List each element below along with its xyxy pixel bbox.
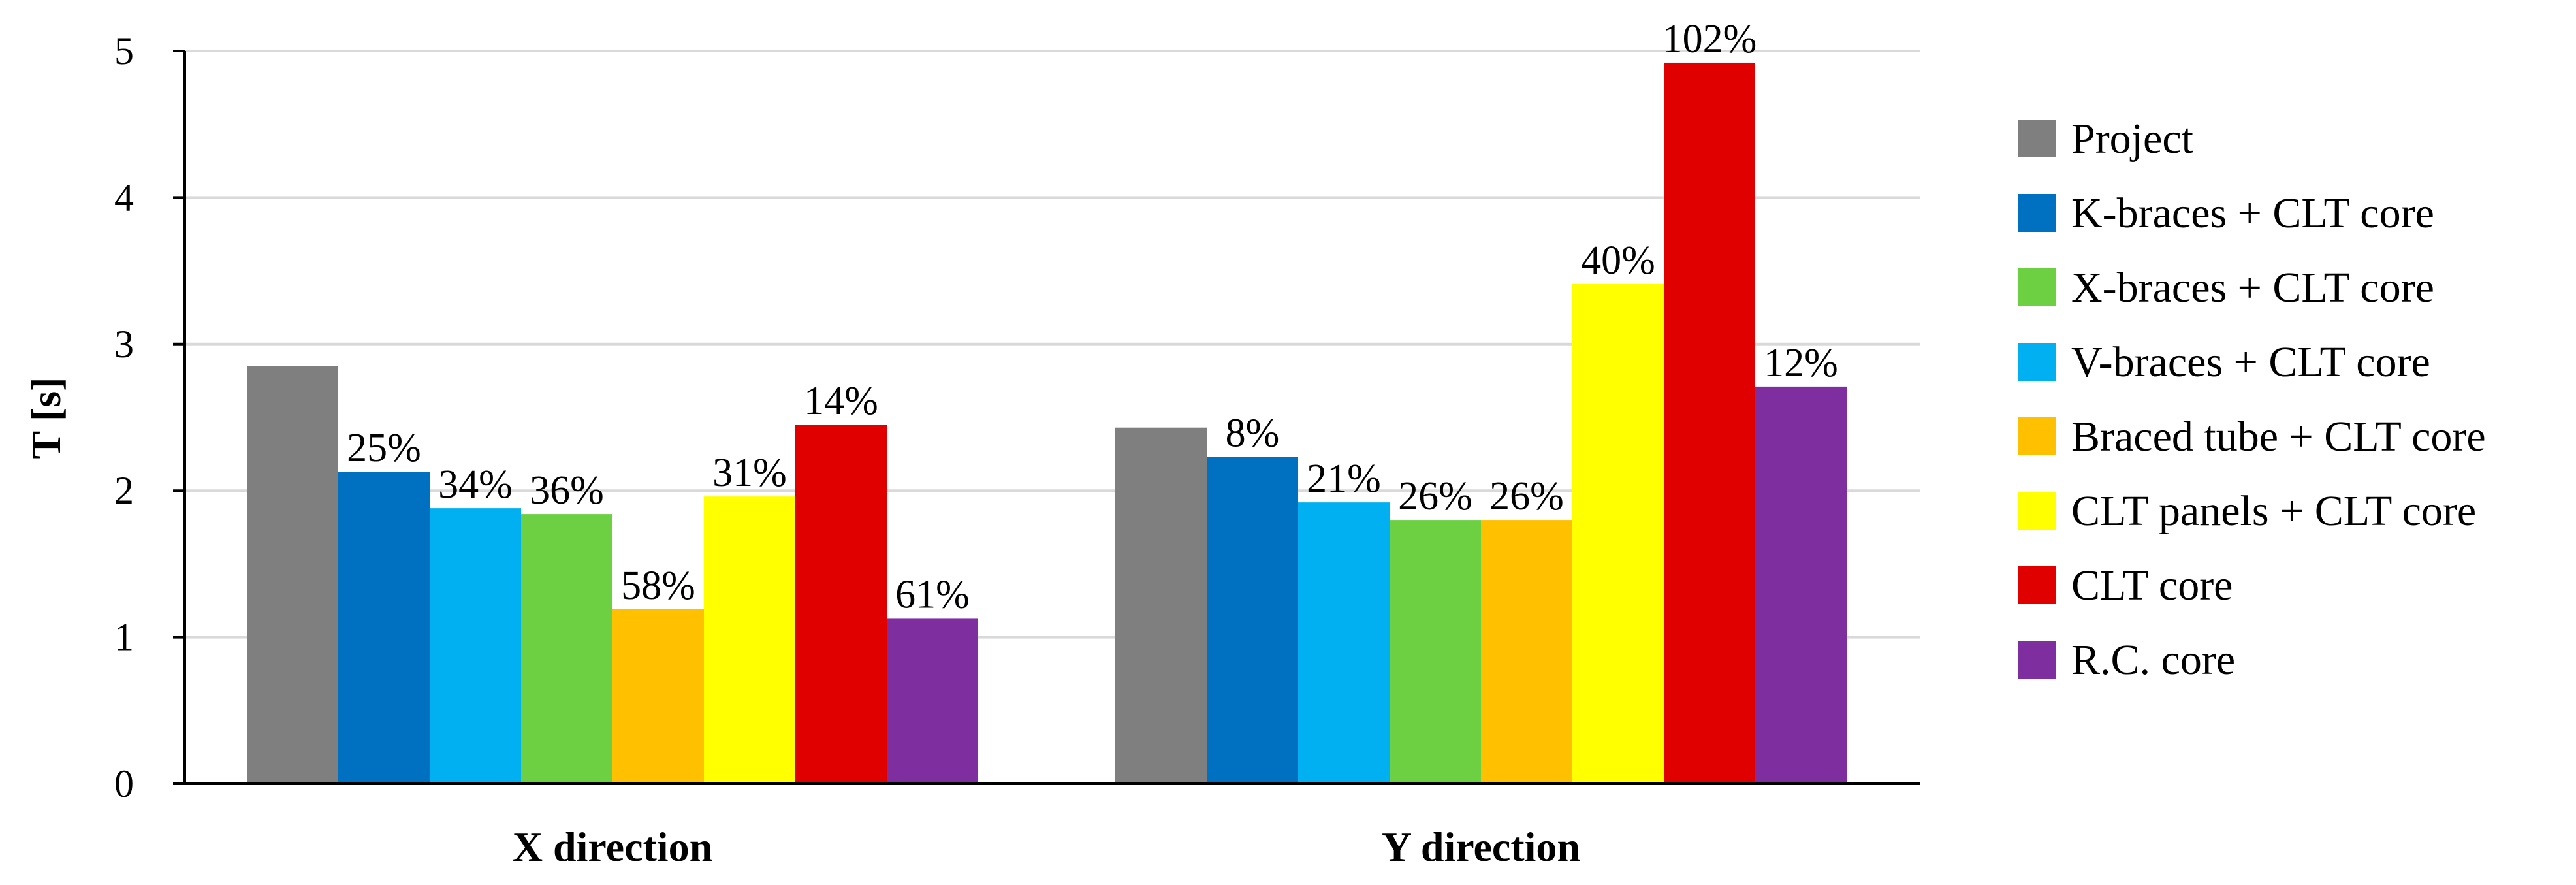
y-tick-label: 3 — [114, 323, 134, 366]
y-tick-labels: 0 1 2 3 4 5 — [114, 29, 185, 805]
data-label: 36% — [530, 468, 604, 513]
data-label: 21% — [1307, 457, 1381, 501]
data-label: 12% — [1764, 341, 1838, 385]
legend-label: V-braces + CLT core — [2071, 338, 2430, 386]
data-label: 25% — [347, 426, 421, 470]
data-label: 14% — [804, 379, 878, 423]
data-label: 26% — [1489, 474, 1564, 519]
legend-swatch — [2018, 120, 2056, 157]
y-tick-label: 5 — [114, 29, 134, 72]
y-tick-label: 4 — [114, 176, 134, 219]
legend-label: Braced tube + CLT core — [2071, 413, 2486, 460]
legend-swatch — [2018, 566, 2056, 604]
bar — [1390, 520, 1481, 784]
x-category-label: X direction — [513, 824, 712, 870]
bar — [338, 472, 430, 784]
bar — [521, 514, 612, 784]
data-labels: 25% 34% 36% 58% 31% 14% 61% 8% 21% 26% 26% 40% 102% 1… — [347, 17, 1838, 617]
data-label: 61% — [895, 572, 970, 617]
bar — [1115, 427, 1207, 784]
data-label: 102% — [1662, 17, 1757, 61]
legend-label: Project — [2071, 115, 2193, 163]
y-tick-label: 1 — [114, 616, 134, 659]
data-label: 40% — [1581, 238, 1655, 283]
y-axis-label: T [s] — [23, 377, 69, 459]
bar — [1481, 520, 1572, 784]
y-tick-label: 0 — [114, 762, 134, 805]
legend-swatch — [2018, 343, 2056, 381]
legend-swatch — [2018, 641, 2056, 679]
legend: Project K-braces + CLT core X-braces + CLT… — [2018, 115, 2486, 684]
bars — [247, 62, 1847, 784]
legend-label: K-braces + CLT core — [2071, 189, 2434, 237]
bar — [612, 609, 704, 784]
data-label: 31% — [712, 451, 787, 495]
legend-swatch — [2018, 492, 2056, 530]
bar — [887, 618, 978, 784]
legend-label: CLT panels + CLT core — [2071, 487, 2476, 535]
data-label: 26% — [1398, 474, 1472, 519]
y-tick-label: 2 — [114, 469, 134, 512]
bar — [1207, 457, 1298, 784]
bar — [1664, 62, 1755, 784]
bar — [430, 508, 521, 784]
bar — [247, 366, 338, 784]
bar — [1755, 386, 1847, 784]
legend-label: X-braces + CLT core — [2071, 264, 2434, 312]
x-category-labels: X direction Y direction — [513, 824, 1580, 870]
legend-swatch — [2018, 268, 2056, 306]
data-label: 58% — [621, 564, 695, 608]
axes — [183, 51, 1920, 785]
bar — [795, 425, 887, 784]
data-label: 34% — [438, 462, 513, 507]
legend-label: R.C. core — [2071, 636, 2235, 684]
bar — [704, 496, 795, 784]
bar — [1572, 283, 1664, 784]
x-category-label: Y direction — [1382, 824, 1580, 870]
data-label: 8% — [1226, 411, 1280, 456]
legend-label: CLT core — [2071, 562, 2233, 609]
legend-swatch — [2018, 194, 2056, 232]
legend-swatch — [2018, 417, 2056, 455]
bar — [1298, 502, 1390, 784]
